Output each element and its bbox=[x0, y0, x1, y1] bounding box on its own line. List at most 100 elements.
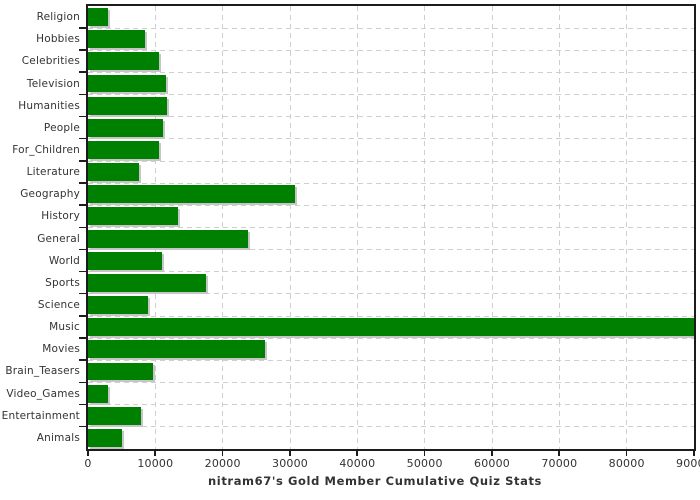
y-axis-tick bbox=[79, 292, 86, 295]
y-axis-label: Humanities bbox=[18, 99, 80, 112]
y-axis-label: Religion bbox=[36, 11, 80, 24]
x-axis-tick-label: 40000 bbox=[339, 457, 376, 470]
y-axis-label: Literature bbox=[26, 166, 80, 179]
x-axis-tick-label: 60000 bbox=[474, 457, 510, 470]
x-axis-tick bbox=[558, 451, 560, 456]
x-axis-tick bbox=[154, 451, 156, 456]
x-axis-tick bbox=[356, 451, 358, 456]
x-axis-tick-label: 80000 bbox=[608, 457, 645, 470]
x-axis-tick bbox=[491, 451, 493, 456]
x-axis-tick bbox=[289, 451, 291, 456]
y-axis-label: Animals bbox=[36, 431, 80, 444]
x-axis-tick-label: 0 bbox=[84, 457, 92, 470]
y-axis-label: Geography bbox=[20, 188, 80, 201]
h-gridline bbox=[88, 182, 694, 184]
y-axis-tick bbox=[79, 115, 86, 118]
h-gridline bbox=[88, 337, 694, 339]
bar-world bbox=[88, 251, 163, 270]
y-axis-tick bbox=[79, 226, 86, 228]
h-gridline bbox=[88, 382, 694, 384]
h-gridline bbox=[88, 404, 694, 406]
h-gridline bbox=[88, 426, 694, 428]
y-axis-tick bbox=[79, 71, 86, 73]
x-axis-tick-label: 70000 bbox=[541, 457, 578, 470]
y-axis-tick bbox=[79, 204, 86, 206]
h-gridline bbox=[88, 271, 694, 273]
x-axis-tick bbox=[87, 451, 89, 456]
h-gridline bbox=[88, 359, 694, 361]
bar-sports bbox=[88, 273, 206, 292]
v-gridline bbox=[558, 6, 560, 449]
bar-entertainment bbox=[88, 406, 141, 425]
y-axis-tick bbox=[79, 403, 86, 406]
bar-music bbox=[88, 318, 694, 337]
bar-geography bbox=[88, 185, 296, 204]
y-axis-tick bbox=[79, 27, 86, 29]
h-gridline bbox=[88, 315, 694, 317]
v-gridline bbox=[626, 6, 628, 449]
x-axis-tick-label: 10000 bbox=[137, 457, 174, 470]
bar-science bbox=[88, 296, 148, 314]
h-gridline bbox=[88, 49, 694, 51]
v-gridline bbox=[222, 6, 224, 449]
h-gridline bbox=[88, 204, 694, 206]
y-axis-tick bbox=[79, 248, 86, 251]
v-gridline bbox=[356, 6, 358, 449]
h-gridline bbox=[88, 71, 694, 73]
bar-for_children bbox=[88, 141, 160, 159]
y-axis-label: Hobbies bbox=[36, 33, 80, 46]
x-axis-tick bbox=[693, 451, 695, 456]
bar-celebrities bbox=[88, 52, 160, 71]
y-axis-tick bbox=[79, 49, 86, 51]
y-axis-label: Television bbox=[26, 77, 80, 90]
y-axis-label: For_Children bbox=[12, 143, 80, 156]
y-axis-tick bbox=[79, 160, 86, 162]
y-axis-tick bbox=[79, 315, 86, 317]
x-axis-tick bbox=[625, 451, 628, 456]
x-axis-tick-label: 90000 bbox=[676, 457, 700, 470]
x-axis-tick bbox=[221, 451, 224, 456]
h-gridline bbox=[88, 27, 694, 29]
y-axis-label: History bbox=[41, 210, 80, 223]
x-axis-tick-label: 20000 bbox=[204, 457, 241, 470]
y-axis-tick bbox=[79, 359, 86, 361]
x-axis-tick-label: 30000 bbox=[272, 457, 308, 470]
v-gridline bbox=[154, 6, 156, 449]
bar-history bbox=[88, 207, 178, 226]
y-axis-label: Brain_Teasers bbox=[5, 365, 80, 378]
y-axis-tick bbox=[79, 425, 86, 428]
bar-movies bbox=[88, 340, 266, 359]
h-gridline bbox=[88, 227, 694, 228]
y-axis-label: Video_Games bbox=[6, 387, 80, 400]
v-gridline bbox=[424, 6, 426, 449]
bar-hobbies bbox=[88, 30, 145, 49]
x-axis-tick bbox=[423, 451, 426, 456]
bar-television bbox=[88, 74, 167, 93]
y-axis-label: Music bbox=[49, 321, 80, 334]
y-axis-label: World bbox=[48, 254, 80, 267]
y-axis-label: Science bbox=[37, 299, 80, 312]
bar-literature bbox=[88, 163, 140, 182]
h-gridline bbox=[88, 94, 694, 96]
y-axis-label: Entertainment bbox=[1, 409, 80, 422]
y-axis-tick bbox=[79, 93, 86, 96]
bar-video_games bbox=[88, 384, 108, 403]
y-axis-tick bbox=[79, 337, 86, 339]
y-axis-tick bbox=[79, 137, 86, 140]
y-axis-tick bbox=[79, 182, 86, 184]
v-gridline bbox=[491, 6, 493, 449]
y-axis-tick bbox=[79, 381, 86, 384]
bar-humanities bbox=[88, 96, 168, 115]
y-axis-label: General bbox=[37, 232, 80, 245]
y-axis-label: Sports bbox=[45, 276, 80, 289]
y-axis-label: Movies bbox=[42, 343, 80, 356]
plot-area bbox=[86, 4, 696, 451]
h-gridline bbox=[88, 249, 694, 251]
bar-people bbox=[88, 118, 163, 137]
h-gridline bbox=[88, 116, 694, 118]
h-gridline bbox=[88, 138, 694, 140]
v-gridline bbox=[289, 6, 291, 449]
x-axis-tick-label: 50000 bbox=[406, 457, 443, 470]
chart-title: nitram67's Gold Member Cumulative Quiz S… bbox=[208, 474, 542, 488]
